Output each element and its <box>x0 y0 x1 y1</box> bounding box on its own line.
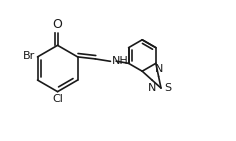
Text: O: O <box>53 18 63 31</box>
Text: S: S <box>164 83 171 93</box>
Text: Br: Br <box>22 51 35 61</box>
Text: NH: NH <box>112 56 129 66</box>
Text: Cl: Cl <box>52 94 63 104</box>
Text: N: N <box>148 83 157 93</box>
Text: N: N <box>155 64 163 74</box>
